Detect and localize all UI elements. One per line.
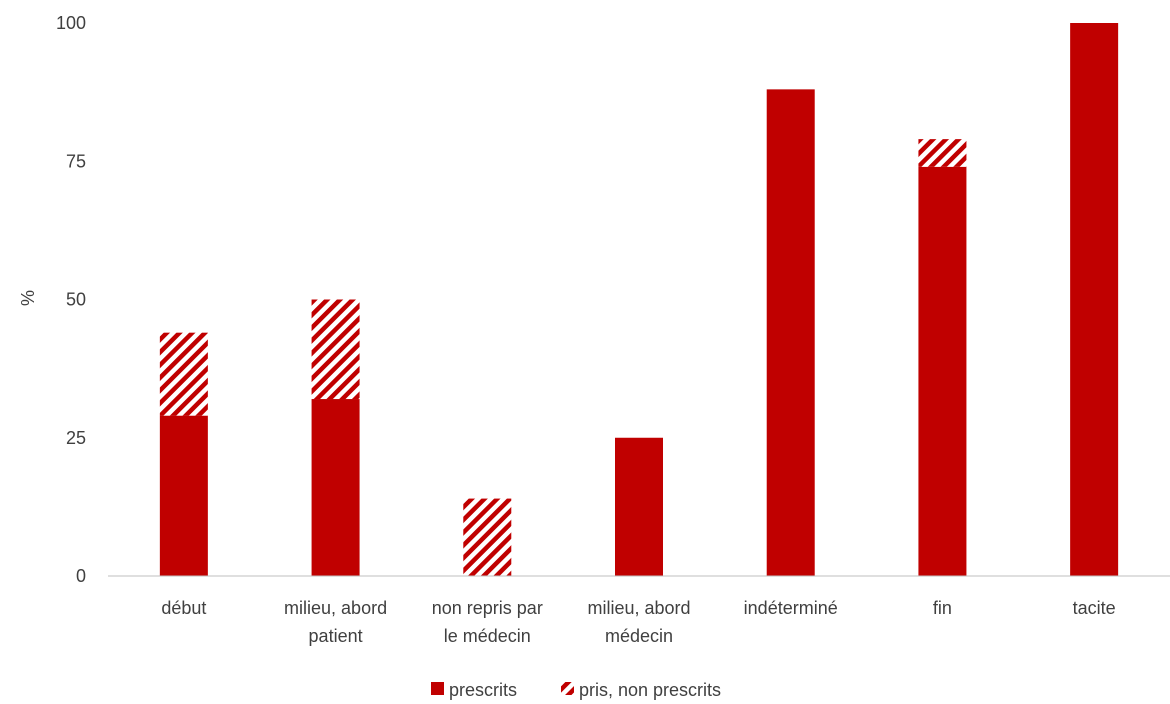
x-tick-label-line: milieu, abord <box>284 598 387 618</box>
legend: prescrits pris, non prescrits <box>431 680 721 700</box>
bar-prescrits <box>766 89 815 577</box>
x-tick-label: indéterminé <box>744 598 838 618</box>
y-tick-label: 100 <box>56 13 86 33</box>
bar-prescrits <box>918 166 967 576</box>
x-tick-label-line: patient <box>309 626 363 646</box>
x-tick-label: tacite <box>1073 598 1116 618</box>
bar-prescrits <box>159 415 208 576</box>
x-tick-label-line: début <box>161 598 206 618</box>
x-tick-label: milieu, abord patient <box>284 598 387 646</box>
x-tick-label-line: indéterminé <box>744 598 838 618</box>
x-tick-label: début <box>161 598 206 618</box>
x-axis-labels: début milieu, abord patient non repris par l… <box>161 598 1115 646</box>
x-tick-label-line: milieu, abord <box>587 598 690 618</box>
legend-label: prescrits <box>449 680 517 700</box>
x-tick-label-line: non repris par <box>432 598 543 618</box>
x-tick-label: fin <box>933 598 952 618</box>
y-axis-label: % <box>18 290 38 306</box>
x-tick-label-line: médecin <box>605 626 673 646</box>
bar-prescrits <box>311 399 360 576</box>
bar-pris-non-prescrits <box>918 139 967 167</box>
x-tick-label-line: tacite <box>1073 598 1116 618</box>
legend-swatch-hatched <box>561 682 574 695</box>
bar-pris-non-prescrits <box>159 332 208 416</box>
x-tick-label: non repris par le médecin <box>432 598 543 646</box>
x-tick-label: milieu, abord médecin <box>587 598 690 646</box>
x-tick-label-line: le médecin <box>444 626 531 646</box>
y-tick-label: 75 <box>66 151 86 171</box>
y-tick-label: 50 <box>66 290 86 310</box>
y-tick-label: 0 <box>76 566 86 586</box>
bar-prescrits <box>1070 23 1119 576</box>
legend-swatch-solid <box>431 682 444 695</box>
y-tick-label: 25 <box>66 428 86 448</box>
y-axis: 0 25 50 75 100 <box>56 13 86 586</box>
bar-pris-non-prescrits <box>311 299 360 400</box>
legend-label: pris, non prescrits <box>579 680 721 700</box>
x-tick-label-line: fin <box>933 598 952 618</box>
bars <box>159 23 1119 577</box>
bar-pris-non-prescrits <box>463 498 512 576</box>
bar-prescrits <box>615 437 663 576</box>
